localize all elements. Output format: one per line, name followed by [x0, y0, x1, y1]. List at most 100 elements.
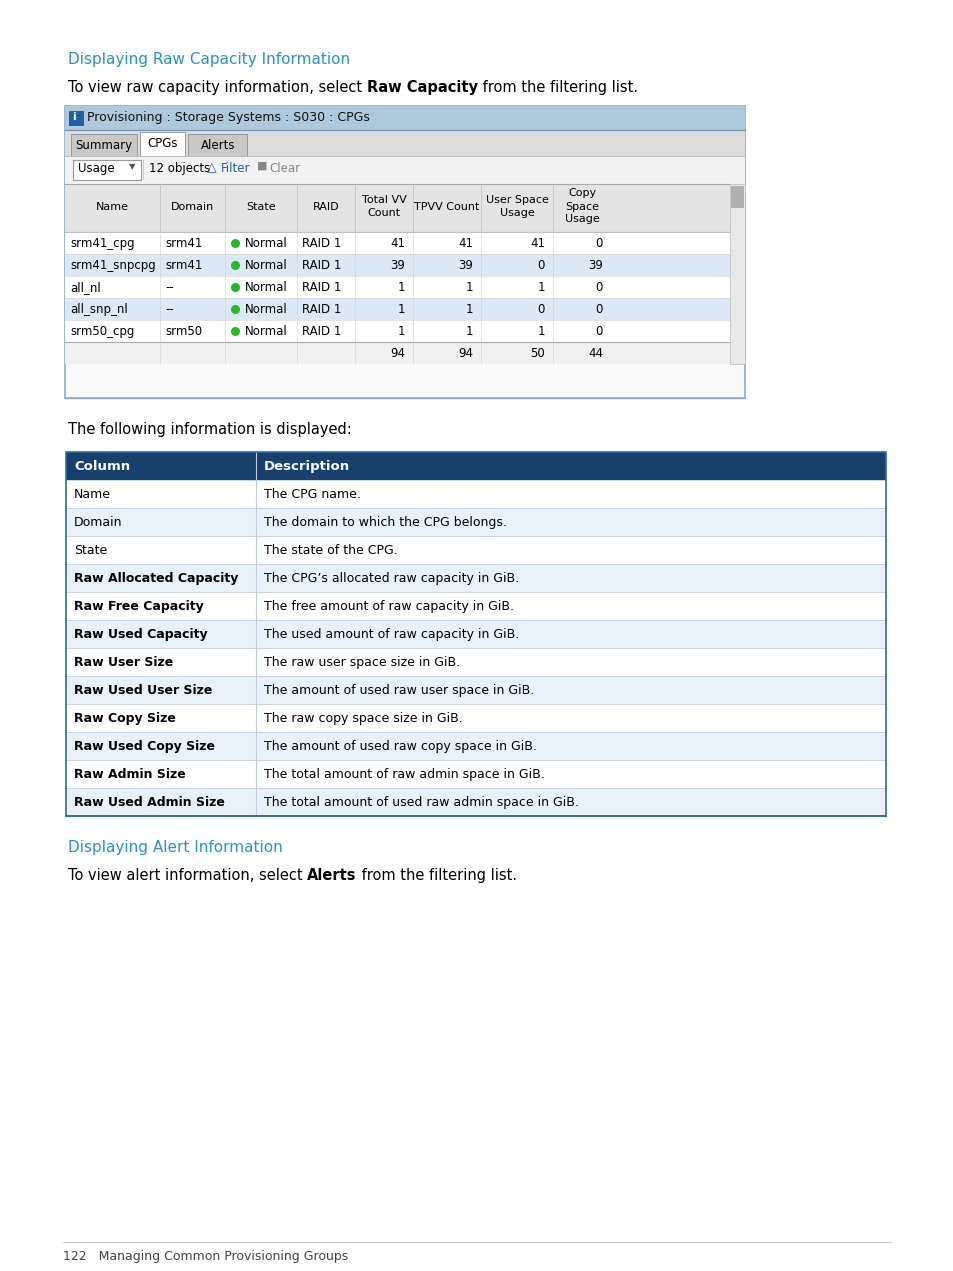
Text: Displaying Alert Information: Displaying Alert Information [68, 840, 282, 855]
Text: Raw Admin Size: Raw Admin Size [74, 768, 186, 780]
Text: Clear: Clear [269, 161, 300, 175]
Text: Normal: Normal [245, 281, 288, 294]
Text: Normal: Normal [245, 259, 288, 272]
Text: Raw Used Admin Size: Raw Used Admin Size [74, 796, 225, 810]
Text: Name: Name [96, 202, 129, 211]
Text: 1: 1 [465, 302, 473, 316]
Bar [66, 732, 885, 760]
Bar [143, 160, 144, 180]
Text: Normal: Normal [245, 236, 288, 250]
Text: RAID 1: RAID 1 [302, 325, 341, 338]
Text: RAID 1: RAID 1 [302, 236, 341, 250]
Text: Raw User Size: Raw User Size [74, 656, 173, 669]
Text: 50: 50 [530, 347, 544, 360]
Text: --: -- [165, 281, 173, 294]
Text: Raw Used User Size: Raw Used User Size [74, 684, 213, 697]
Text: User Space: User Space [485, 194, 548, 205]
Text: RAID: RAID [313, 202, 339, 211]
Text: all_snp_nl: all_snp_nl [70, 302, 128, 316]
Bar [66, 452, 885, 816]
Text: Raw Allocated Capacity: Raw Allocated Capacity [74, 572, 238, 585]
Bar [65, 105, 744, 130]
Text: Total VV: Total VV [361, 194, 406, 205]
Text: i: i [71, 112, 75, 122]
Bar [66, 788, 885, 816]
Bar [65, 233, 729, 254]
Text: 122   Managing Common Provisioning Groups: 122 Managing Common Provisioning Groups [63, 1249, 348, 1263]
Text: Copy: Copy [567, 188, 596, 198]
Text: srm41_snpcpg: srm41_snpcpg [70, 259, 155, 272]
Text: 41: 41 [530, 236, 544, 250]
Bar [729, 184, 744, 364]
Text: The amount of used raw user space in GiB.: The amount of used raw user space in GiB… [264, 684, 534, 697]
Text: 0: 0 [537, 302, 544, 316]
Bar [65, 297, 729, 320]
Bar [730, 186, 743, 208]
Text: 1: 1 [465, 325, 473, 338]
Text: 41: 41 [457, 236, 473, 250]
Text: State: State [74, 544, 107, 557]
Text: ■: ■ [256, 161, 267, 172]
Text: 0: 0 [537, 259, 544, 272]
Text: Provisioning : Storage Systems : S030 : CPGs: Provisioning : Storage Systems : S030 : … [87, 111, 370, 125]
Text: State: State [246, 202, 275, 211]
Text: Usage: Usage [564, 215, 598, 225]
Text: 44: 44 [587, 347, 602, 360]
Bar [65, 254, 729, 276]
Text: The free amount of raw capacity in GiB.: The free amount of raw capacity in GiB. [264, 600, 514, 613]
Text: CPGs: CPGs [148, 137, 178, 150]
Bar [66, 676, 885, 704]
Text: RAID 1: RAID 1 [302, 259, 341, 272]
Text: from the filtering list.: from the filtering list. [477, 80, 638, 95]
Text: srm50: srm50 [165, 325, 202, 338]
Bar [65, 105, 744, 398]
Text: 41: 41 [390, 236, 405, 250]
Bar [65, 184, 729, 233]
Text: The used amount of raw capacity in GiB.: The used amount of raw capacity in GiB. [264, 628, 518, 641]
Bar [188, 133, 247, 156]
Bar [140, 132, 185, 156]
Text: 0: 0 [595, 302, 602, 316]
Text: 1: 1 [465, 281, 473, 294]
Text: Alerts: Alerts [307, 868, 356, 883]
Text: 1: 1 [537, 325, 544, 338]
Text: Alerts: Alerts [200, 139, 234, 153]
Bar [65, 276, 729, 297]
Bar [66, 536, 885, 564]
Bar [73, 160, 141, 180]
Text: Domain: Domain [171, 202, 213, 211]
Text: Name: Name [74, 488, 111, 501]
Text: srm41: srm41 [165, 259, 202, 272]
Text: 39: 39 [587, 259, 602, 272]
Bar [66, 508, 885, 536]
Bar [71, 133, 137, 156]
Text: Space: Space [564, 202, 598, 211]
Text: △: △ [207, 161, 216, 174]
Text: The following information is displayed:: The following information is displayed: [68, 422, 352, 437]
Text: Raw Used Capacity: Raw Used Capacity [74, 628, 208, 641]
Bar [69, 111, 83, 125]
Bar [66, 648, 885, 676]
Text: all_nl: all_nl [70, 281, 101, 294]
Text: The CPG’s allocated raw capacity in GiB.: The CPG’s allocated raw capacity in GiB. [264, 572, 518, 585]
Text: 39: 39 [390, 259, 405, 272]
Text: from the filtering list.: from the filtering list. [356, 868, 517, 883]
Bar [66, 564, 885, 592]
Bar [66, 452, 885, 480]
Text: Displaying Raw Capacity Information: Displaying Raw Capacity Information [68, 52, 350, 67]
Text: Description: Description [264, 460, 350, 473]
Text: 94: 94 [457, 347, 473, 360]
Text: Summary: Summary [75, 139, 132, 153]
Text: The total amount of raw admin space in GiB.: The total amount of raw admin space in G… [264, 768, 544, 780]
Text: Raw Capacity: Raw Capacity [366, 80, 477, 95]
Text: 0: 0 [595, 325, 602, 338]
Text: Raw Used Copy Size: Raw Used Copy Size [74, 740, 214, 752]
Text: The raw user space size in GiB.: The raw user space size in GiB. [264, 656, 459, 669]
Text: 12 objects: 12 objects [149, 161, 210, 175]
Text: Domain: Domain [74, 516, 122, 529]
Bar [65, 320, 729, 342]
Text: Count: Count [367, 208, 400, 219]
Text: 0: 0 [595, 281, 602, 294]
Text: Normal: Normal [245, 325, 288, 338]
Text: 0: 0 [595, 236, 602, 250]
